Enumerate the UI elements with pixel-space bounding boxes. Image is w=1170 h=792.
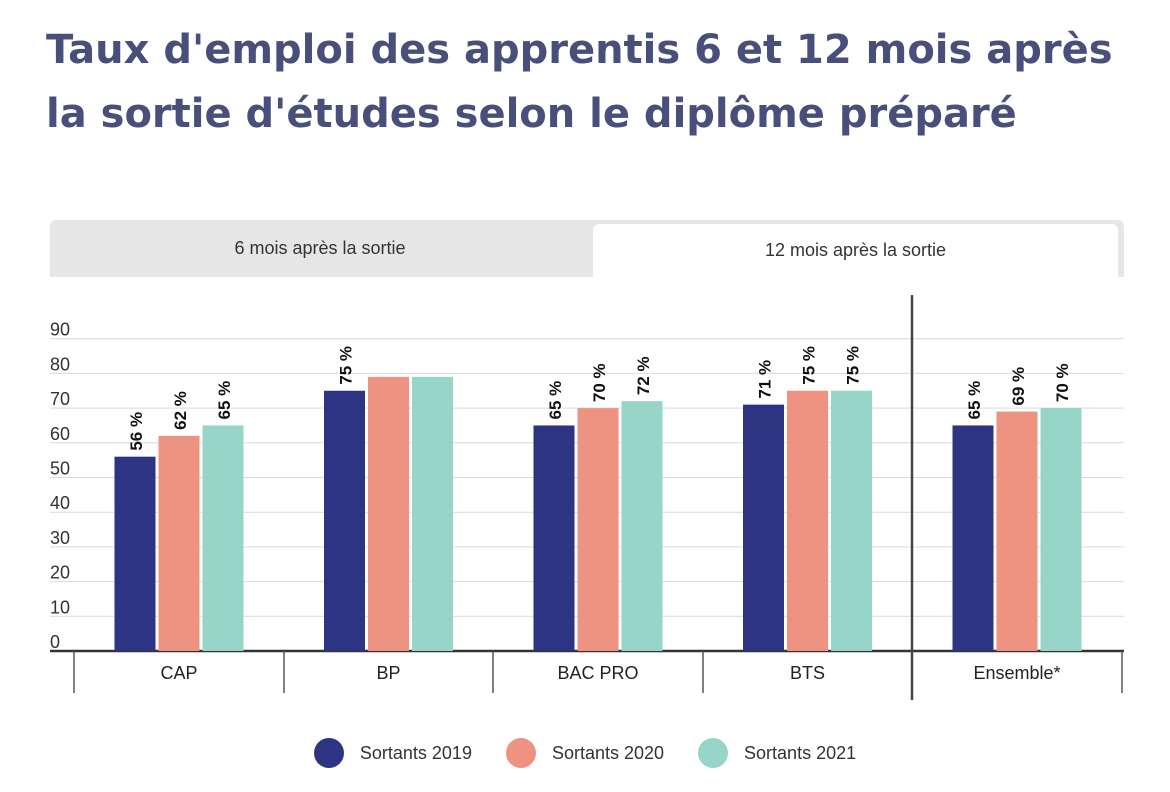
data-label: 65 % <box>215 381 234 420</box>
tab-12-mois-label: 12 mois après la sortie <box>764 240 947 260</box>
bar <box>831 390 872 651</box>
bar <box>577 408 619 651</box>
bar <box>202 425 244 651</box>
data-label: 70 % <box>1053 363 1072 402</box>
y-tick-label: 90 <box>50 320 70 340</box>
legend-item-2021[interactable]: Sortants 2021 <box>698 738 856 768</box>
bar <box>787 390 828 651</box>
legend-item-2019[interactable]: Sortants 2019 <box>313 738 472 768</box>
tab-6-mois[interactable]: 6 mois après la sortie <box>50 220 590 277</box>
data-label: 65 % <box>965 381 984 420</box>
y-tick-label: 70 <box>50 389 70 409</box>
y-tick-label: 80 <box>50 354 70 374</box>
y-tick-label: 40 <box>50 493 70 513</box>
x-tick-label: CAP <box>160 663 197 683</box>
y-tick-label: 60 <box>50 424 70 444</box>
bar <box>324 390 365 651</box>
bar <box>533 425 575 651</box>
data-label: 70 % <box>590 363 609 402</box>
tab-12-mois[interactable]: 12 mois après la sortie <box>593 224 1118 277</box>
legend-label-2020: Sortants 2020 <box>551 742 665 763</box>
y-tick-label: 10 <box>50 597 70 617</box>
data-label: 65 % <box>546 381 565 420</box>
data-label: 69 % <box>1009 367 1028 406</box>
bar <box>621 401 663 651</box>
tab-6-mois-label: 6 mois après la sortie <box>234 238 406 258</box>
x-tick-label: BTS <box>790 663 825 683</box>
data-label: 75 % <box>844 346 863 385</box>
y-tick-label: 30 <box>50 528 70 548</box>
data-label: 62 % <box>171 391 190 430</box>
x-tick-label: BAC PRO <box>557 663 638 683</box>
bar <box>412 376 453 651</box>
legend-item-2020[interactable]: Sortants 2020 <box>505 738 665 768</box>
bar <box>996 411 1038 651</box>
y-tick-label: 0 <box>50 632 60 652</box>
bar <box>368 376 409 651</box>
y-tick-label: 20 <box>50 563 70 583</box>
legend: Sortants 2019 Sortants 2020 Sortants 202… <box>0 735 1170 771</box>
bar <box>743 404 784 651</box>
data-label: 75 % <box>337 346 356 385</box>
legend-swatch-2020 <box>505 738 536 768</box>
legend-swatch-2019 <box>313 738 344 768</box>
bar-chart: 0 10 20 30 40 50 60 70 80 90 56 % 62 % 65 % CAP 75 % BP… <box>50 295 1124 700</box>
bar <box>952 425 994 651</box>
legend-label-2021: Sortants 2021 <box>744 742 857 763</box>
data-label: 72 % <box>634 356 653 395</box>
data-label: 75 % <box>800 346 819 385</box>
bar <box>1040 408 1082 651</box>
data-label: 56 % <box>127 412 146 451</box>
legend-label-2019: Sortants 2019 <box>359 742 472 763</box>
tab-bar: 6 mois après la sortie 12 mois après la … <box>50 220 1124 277</box>
bar <box>158 435 200 651</box>
data-label: 71 % <box>756 360 775 399</box>
legend-swatch-2021 <box>698 738 729 768</box>
x-tick-label: BP <box>376 663 400 683</box>
chart-title: Taux d'emploi des apprentis 6 et 12 mois… <box>46 27 1113 137</box>
y-tick-label: 50 <box>50 459 70 479</box>
bar <box>114 456 156 651</box>
x-tick-label: Ensemble* <box>973 663 1060 683</box>
